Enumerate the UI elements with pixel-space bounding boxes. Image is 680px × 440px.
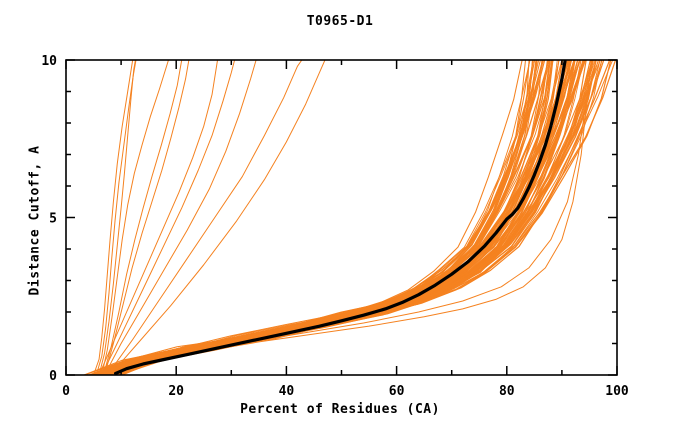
prediction-curve-pred-outlier-steep-3 bbox=[98, 60, 136, 375]
prediction-curve-pred-outlier-steep-4 bbox=[101, 60, 169, 375]
prediction-curve-pred-outlier-mid-4 bbox=[106, 60, 303, 375]
y-tick-label: 0 bbox=[49, 369, 57, 384]
x-tick-label: 40 bbox=[279, 384, 295, 399]
x-tick-label: 80 bbox=[499, 384, 515, 399]
x-tick-label: 20 bbox=[168, 384, 184, 399]
prediction-curve bbox=[117, 60, 597, 375]
axes-layer bbox=[65, 59, 618, 376]
x-tick-label: 0 bbox=[62, 384, 70, 399]
prediction-curve bbox=[103, 60, 576, 375]
prediction-curve-pred-outlier-steep-6 bbox=[104, 60, 190, 375]
plot-frame bbox=[65, 59, 618, 376]
x-tick-label: 60 bbox=[389, 384, 405, 399]
tick-labels-layer: 0 20 40 60 80 100 0 5 10 bbox=[41, 54, 629, 399]
prediction-curve-pred-outlier-steep-1 bbox=[93, 60, 134, 375]
page-title: T0965-D1 bbox=[306, 14, 374, 29]
prediction-curve bbox=[83, 60, 523, 375]
prediction-curve-pred-outlier-mid-3 bbox=[104, 60, 257, 375]
prediction-curve-pred-outlier-steep-5 bbox=[102, 60, 183, 375]
reference-curve bbox=[113, 60, 567, 375]
y-tick-label: 5 bbox=[49, 212, 57, 227]
prediction-curve-pred-outlier-far-1 bbox=[109, 60, 326, 375]
x-axis-label: Percent of Residues (CA) bbox=[240, 402, 440, 417]
prediction-curve-pred-outlier-mid-2 bbox=[101, 60, 236, 375]
curves-layer bbox=[83, 60, 617, 375]
x-tick-label: 100 bbox=[605, 384, 629, 399]
y-tick-label: 10 bbox=[41, 54, 57, 69]
prediction-curve-pred-outlier-mid-1 bbox=[98, 60, 219, 375]
prediction-curve-pred-low-outlier bbox=[109, 60, 592, 373]
